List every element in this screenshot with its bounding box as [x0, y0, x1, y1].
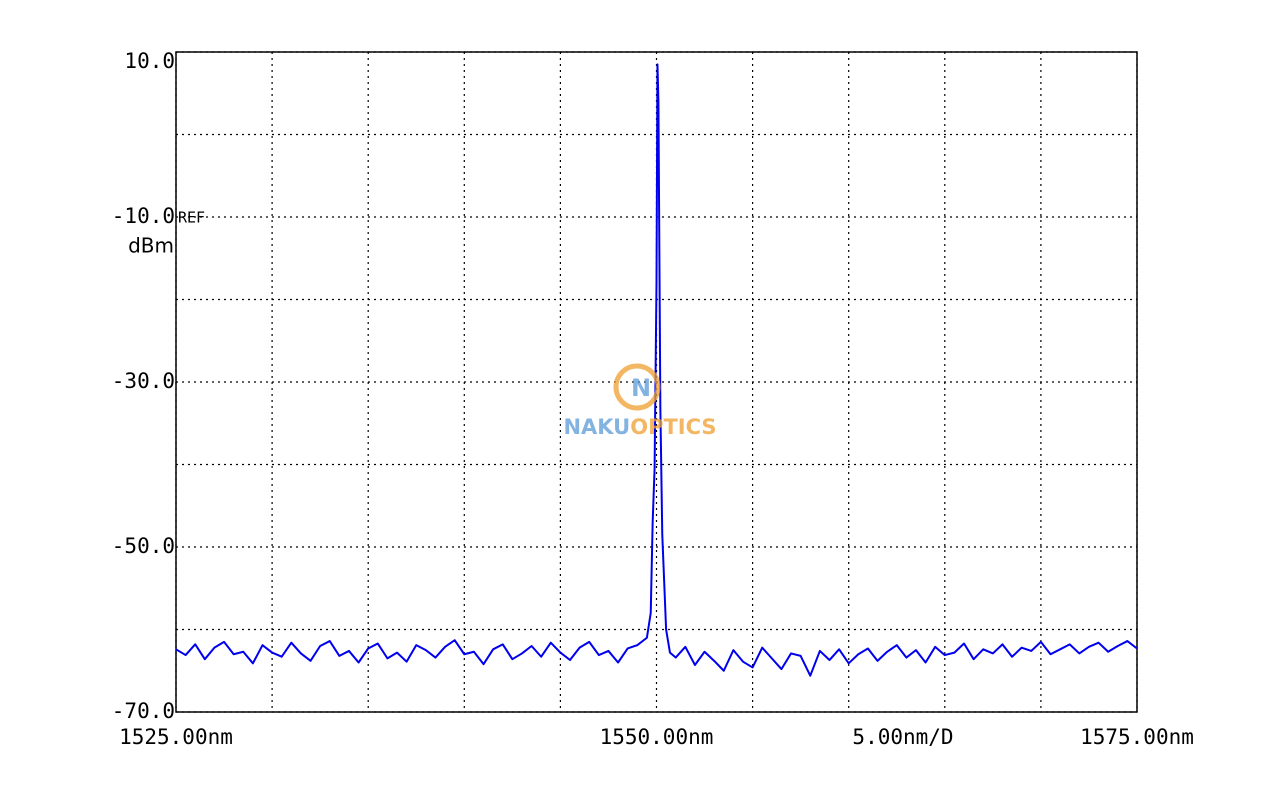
x-tick-label: 1575.00nm — [1080, 725, 1194, 749]
y-tick-label: 10.0 — [124, 49, 175, 73]
x-tick-label: 1525.00nm — [119, 725, 233, 749]
x-tick-label: 1550.00nm — [600, 725, 714, 749]
watermark: N NAKUOPTICS — [563, 363, 717, 439]
y-tick-label: -30.0 — [112, 369, 175, 393]
watermark-text: NAKUOPTICS — [563, 415, 716, 439]
span-label: 5.00nm/D — [852, 725, 953, 749]
watermark-part: OPTICS — [630, 415, 716, 439]
watermark-ring — [613, 363, 661, 411]
y-unit: dBm — [128, 234, 174, 258]
ref-label: REF — [178, 209, 205, 227]
y-tick-label: -70.0 — [112, 699, 175, 723]
watermark-part: NAKU — [563, 415, 630, 439]
y-tick-label: -50.0 — [112, 534, 175, 558]
y-tick-label: -10.0 — [112, 204, 175, 228]
watermark-logo: N — [631, 374, 651, 402]
plot-frame — [175, 51, 1138, 713]
spectrum-line — [175, 63, 1138, 677]
